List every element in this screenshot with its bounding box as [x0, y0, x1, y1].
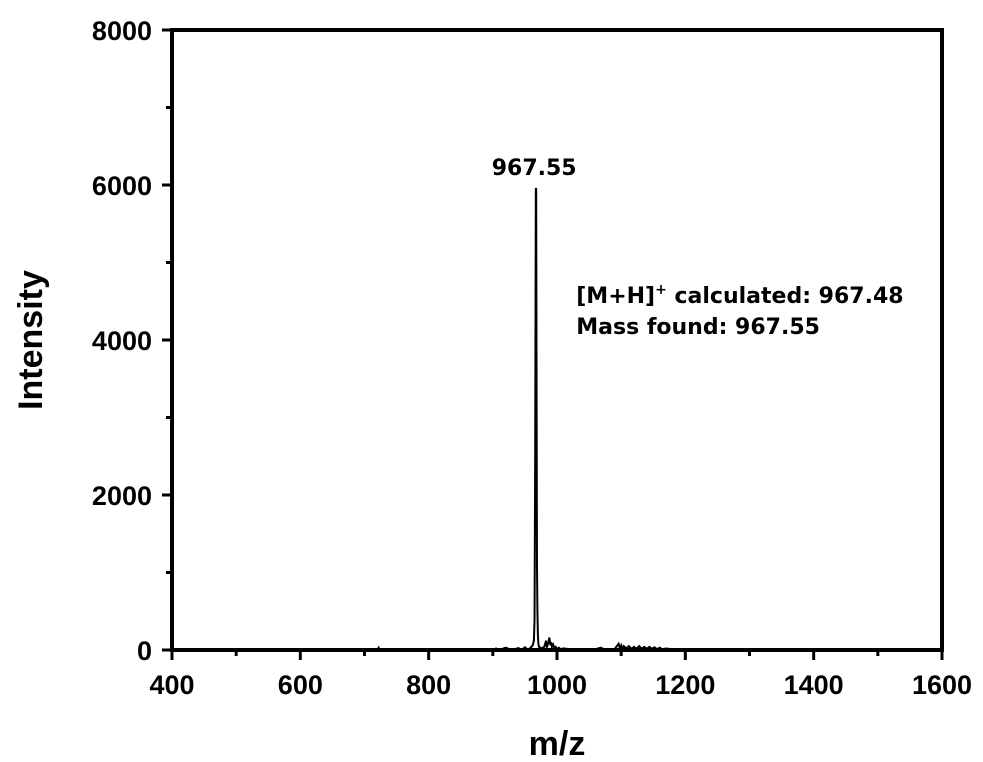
- y-tick-label: 0: [137, 636, 152, 666]
- calc-superscript: +: [655, 282, 667, 298]
- calculated-mass-annotation: [M+H]+ calculated: 967.48: [576, 282, 903, 309]
- x-tick-label: 1600: [912, 670, 972, 700]
- calc-prefix: [M+H]: [576, 284, 655, 309]
- y-axis-title: Intensity: [12, 270, 50, 410]
- axis-ticks: [162, 28, 944, 660]
- x-tick-label: 1200: [655, 670, 715, 700]
- x-tick-label: 1400: [784, 670, 844, 700]
- peak-label: 967.55: [492, 156, 577, 181]
- plot-frame: [170, 28, 944, 652]
- y-tick-label: 2000: [92, 481, 152, 511]
- y-tick-labels: 0 2000 4000 6000 8000: [92, 16, 152, 666]
- x-tick-label: 800: [406, 670, 451, 700]
- x-tick-labels: 400 600 800 1000 1200 1400 1600: [149, 670, 972, 700]
- spectrum-series-line: [172, 187, 942, 653]
- x-tick-label: 400: [149, 670, 194, 700]
- y-tick-label: 4000: [92, 326, 152, 356]
- x-tick-label: 1000: [527, 670, 587, 700]
- found-mass-annotation: Mass found: 967.55: [576, 315, 820, 340]
- calc-text: calculated: 967.48: [667, 284, 904, 309]
- y-tick-label: 6000: [92, 171, 152, 201]
- y-tick-label: 8000: [92, 16, 152, 46]
- x-axis-title: m/z: [529, 725, 586, 762]
- x-tick-label: 600: [278, 670, 323, 700]
